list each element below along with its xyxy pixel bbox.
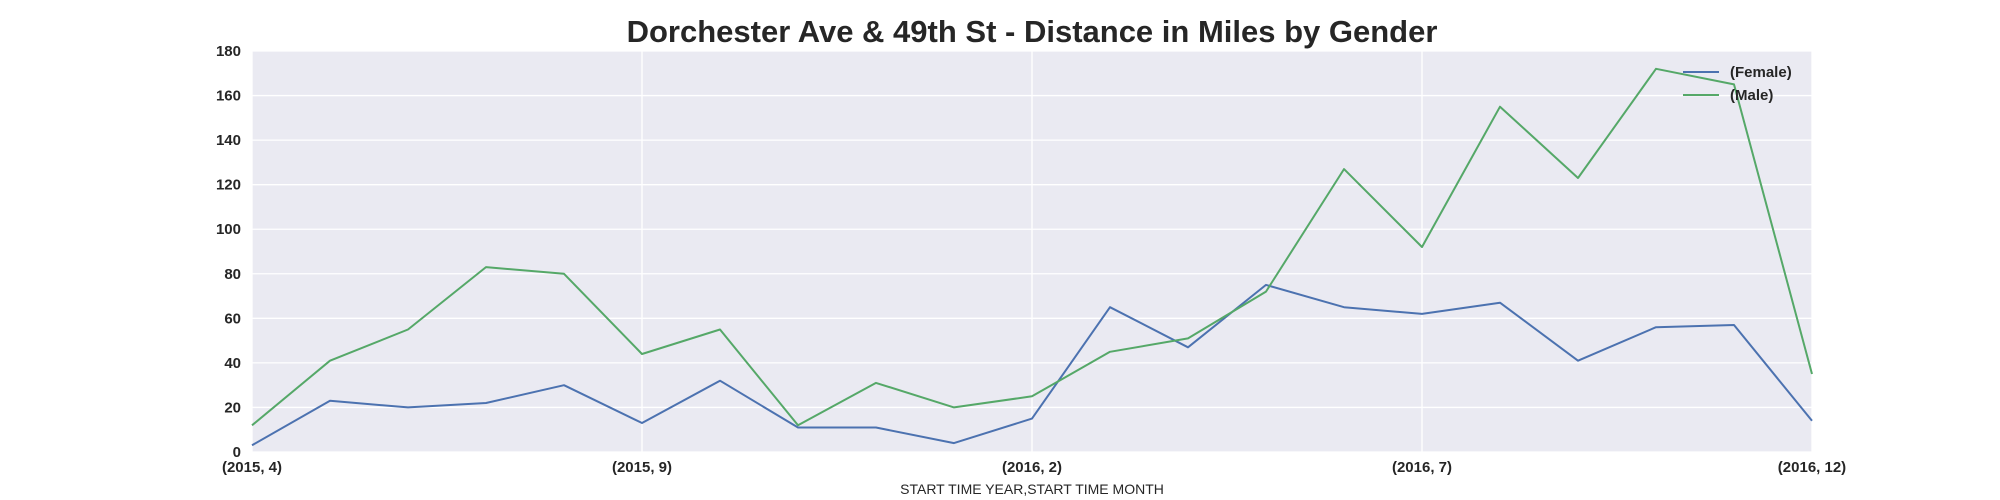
x-tick-label: (2016, 7) — [1392, 459, 1452, 476]
y-tick-label: 60 — [224, 310, 241, 327]
x-axis-ticks: (2015, 4) (2015, 9) (2016, 2) (2016, 7) (201… — [222, 459, 1846, 476]
grid-lines — [251, 50, 1813, 453]
y-tick-label: 180 — [216, 43, 241, 60]
y-tick-label: 160 — [216, 88, 241, 105]
x-axis-label: START TIME YEAR,START TIME MONTH — [900, 481, 1164, 497]
series-line-male — [251, 67, 1813, 427]
y-tick-label: 100 — [216, 221, 241, 238]
legend: (Female) (Male) — [1683, 64, 1792, 104]
legend-label: (Male) — [1730, 87, 1773, 104]
y-axis-ticks: 0 20 40 60 80 100 120 140 160 180 — [216, 43, 241, 461]
y-tick-label: 0 — [233, 444, 241, 461]
y-tick-label: 40 — [224, 355, 241, 372]
x-tick-label: (2016, 12) — [1778, 459, 1846, 476]
y-tick-label: 80 — [224, 266, 241, 283]
x-tick-label: (2015, 9) — [612, 459, 672, 476]
y-tick-label: 120 — [216, 177, 241, 194]
y-tick-label: 140 — [216, 132, 241, 149]
series-lines — [251, 67, 1813, 447]
y-tick-label: 20 — [224, 399, 241, 416]
x-tick-label: (2015, 4) — [222, 459, 282, 476]
x-tick-label: (2016, 2) — [1002, 459, 1062, 476]
series-line-female — [251, 283, 1813, 447]
legend-label: (Female) — [1730, 64, 1792, 81]
chart-title: Dorchester Ave & 49th St - Distance in M… — [627, 14, 1438, 49]
